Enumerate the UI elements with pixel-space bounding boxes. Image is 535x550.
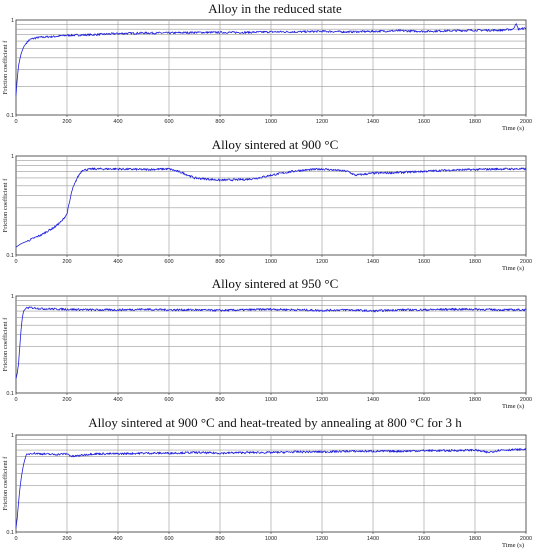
x-tick-label: 400 <box>113 119 122 125</box>
series-line <box>15 23 527 96</box>
x-tick-label: 400 <box>113 536 122 542</box>
x-tick-label: 800 <box>215 397 224 403</box>
y-tick-label: 0.1 <box>6 530 14 536</box>
x-tick-label: 1200 <box>316 119 328 125</box>
y-axis-label: Friction coefficient f <box>2 178 9 233</box>
y-tick-label: 0.1 <box>6 253 14 259</box>
x-tick-label: 1800 <box>469 536 481 542</box>
x-tick-label: 1400 <box>367 397 379 403</box>
x-tick-label: 2000 <box>520 397 532 403</box>
series-line <box>15 306 527 379</box>
chart-title: Alloy in the reduced state <box>208 1 342 16</box>
x-tick-label: 0 <box>14 536 17 542</box>
x-tick-label: 200 <box>62 119 71 125</box>
y-axis-label: Friction coefficient f <box>2 40 9 95</box>
y-axis-label: Friction coefficient f <box>2 317 9 372</box>
x-tick-label: 1400 <box>367 536 379 542</box>
x-tick-label: 200 <box>62 536 71 542</box>
x-tick-label: 1600 <box>418 536 430 542</box>
chart-panel-3: Alloy sintered at 950 °C 0 200 400 600 800 100… <box>2 276 532 410</box>
y-tick-label: 1 <box>11 433 14 439</box>
y-tick-label: 1 <box>11 154 14 160</box>
x-tick-label: 600 <box>164 397 173 403</box>
x-tick-label: 1800 <box>469 397 481 403</box>
y-tick-label: 1 <box>11 294 14 300</box>
x-axis-label: Time (s) <box>502 542 524 549</box>
x-tick-label: 0 <box>14 259 17 265</box>
x-tick-label: 800 <box>215 119 224 125</box>
x-tick-label: 800 <box>215 536 224 542</box>
x-tick-label: 1800 <box>469 119 481 125</box>
x-tick-label: 2000 <box>520 119 532 125</box>
x-tick-label: 2000 <box>520 536 532 542</box>
x-tick-label: 1600 <box>418 397 430 403</box>
x-tick-label: 1200 <box>316 536 328 542</box>
x-tick-label: 1000 <box>265 397 277 403</box>
x-tick-label: 1800 <box>469 259 481 265</box>
x-tick-label: 1000 <box>265 536 277 542</box>
x-tick-label: 0 <box>14 119 17 125</box>
x-axis-label: Time (s) <box>502 265 524 272</box>
x-tick-label: 0 <box>14 397 17 403</box>
x-tick-label: 600 <box>164 119 173 125</box>
y-tick-label: 1 <box>11 18 14 24</box>
series-line <box>15 448 527 529</box>
y-tick-label: 0.1 <box>6 113 14 119</box>
x-tick-label: 1200 <box>316 397 328 403</box>
x-axis-label: Time (s) <box>502 125 524 132</box>
y-axis-label: Friction coefficient f <box>2 456 9 511</box>
x-tick-label: 800 <box>215 259 224 265</box>
x-tick-label: 1400 <box>367 259 379 265</box>
x-tick-label: 400 <box>113 397 122 403</box>
x-tick-label: 1200 <box>316 259 328 265</box>
x-tick-label: 200 <box>62 259 71 265</box>
x-tick-label: 2000 <box>520 259 532 265</box>
x-axis-label: Time (s) <box>502 403 524 410</box>
series-line <box>15 167 527 248</box>
x-tick-label: 1000 <box>265 259 277 265</box>
chart-title: Alloy sintered at 900 °C and heat-treate… <box>88 415 462 430</box>
x-tick-label: 1000 <box>265 119 277 125</box>
chart-panel-2: Alloy sintered at 900 °C 0 200 400 600 800 100… <box>2 137 532 272</box>
x-tick-label: 1600 <box>418 119 430 125</box>
x-tick-label: 200 <box>62 397 71 403</box>
chart-panel-1: Alloy in the reduced state 0 200 400 600 800 1… <box>2 1 532 132</box>
chart-panel-4: Alloy sintered at 900 °C and heat-treate… <box>2 415 532 549</box>
x-tick-label: 1400 <box>367 119 379 125</box>
x-tick-label: 400 <box>113 259 122 265</box>
chart-title: Alloy sintered at 950 °C <box>212 276 339 291</box>
x-tick-label: 600 <box>164 536 173 542</box>
chart-title: Alloy sintered at 900 °C <box>212 137 339 152</box>
y-tick-label: 0.1 <box>6 391 14 397</box>
x-tick-label: 1600 <box>418 259 430 265</box>
x-tick-label: 600 <box>164 259 173 265</box>
